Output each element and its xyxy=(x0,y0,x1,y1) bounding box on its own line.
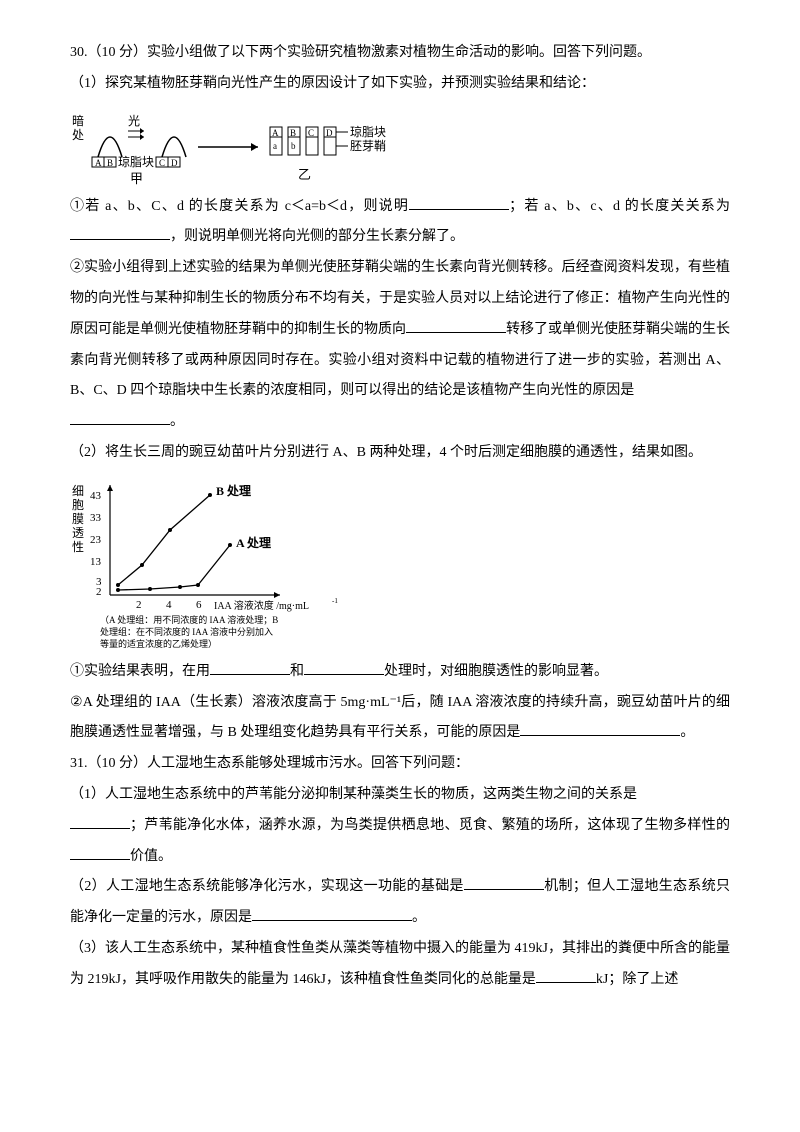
text: 。 xyxy=(680,725,694,740)
fig2-note2: 处理组：在不同浓度的 IAA 溶液中分别加入 xyxy=(100,626,273,637)
svg-text:13: 13 xyxy=(90,556,102,568)
q31-p3: （3）该人工生态系统中，某种植食性鱼类从藻类等植物中摄入的能量为 419kJ，其… xyxy=(70,934,730,996)
q30-stem: 30.（10 分）实验小组做了以下两个实验研究植物激素对植物生命活动的影响。回答… xyxy=(70,38,730,69)
svg-text:33: 33 xyxy=(90,512,102,524)
svg-text:IAA 溶液浓度 /mg·mL: IAA 溶液浓度 /mg·mL xyxy=(214,599,309,612)
blank[interactable] xyxy=(520,722,680,736)
q31-stem: 31.（10 分）人工湿地生态系能够处理城市污水。回答下列问题： xyxy=(70,749,730,780)
fig1-left-top: 暗 xyxy=(72,113,84,128)
q31-p2: （2）人工湿地生态系统能够净化污水，实现这一功能的基础是机制；但人工湿地生态系统… xyxy=(70,872,730,934)
svg-text:D: D xyxy=(171,158,178,168)
text: 和 xyxy=(290,664,304,679)
text: ①实验结果表明，在用 xyxy=(70,664,210,679)
svg-text:b: b xyxy=(291,141,296,151)
q31-p1: （1）人工湿地生态系统中的芦苇能分泌抑制某种藻类生长的物质，这两类生物之间的关系… xyxy=(70,780,730,872)
svg-text:-1: -1 xyxy=(332,597,338,605)
text: ；若 a、b、c、d 的长度关关系为 xyxy=(509,199,730,214)
q30-p1-1: ①若 a、b、C、d 的长度关系为 c＜a=b＜d，则说明 ；若 a、b、c、d … xyxy=(70,192,730,254)
blank[interactable] xyxy=(210,661,290,675)
svg-text:胞: 胞 xyxy=(72,498,84,512)
svg-text:2: 2 xyxy=(136,599,142,611)
svg-text:4: 4 xyxy=(166,599,172,611)
blank[interactable] xyxy=(252,907,412,921)
text: （2）人工湿地生态系统能够净化污水，实现这一功能的基础是 xyxy=(70,879,464,894)
text: 。 xyxy=(412,910,426,925)
svg-text:乙: 乙 xyxy=(298,167,311,182)
q30-p2-1: ①实验结果表明，在用 和 处理时，对细胞膜透性的影响显著。 xyxy=(70,657,730,688)
q30-p1-2: ②实验小组得到上述实验的结果为单侧光使胚芽鞘尖端的生长素向背光侧转移。后经查阅资… xyxy=(70,253,730,438)
svg-text:2: 2 xyxy=(96,586,102,598)
q30-part2-intro: （2）将生长三周的豌豆幼苗叶片分别进行 A、B 两种处理，4 个时后测定细胞膜的… xyxy=(70,438,730,469)
blank[interactable] xyxy=(70,815,130,829)
q30-p2-2: ②A 处理组的 IAA（生长素）溶液浓度高于 5mg·mL⁻¹后，随 IAA 溶… xyxy=(70,688,730,750)
text: 。 xyxy=(170,414,184,429)
blank[interactable] xyxy=(70,411,170,425)
svg-text:B: B xyxy=(107,158,113,168)
text: （1）人工湿地生态系统中的芦苇能分泌抑制某种藻类生长的物质，这两类生物之间的关系… xyxy=(70,787,637,802)
svg-text:C: C xyxy=(159,158,165,168)
text: 价值。 xyxy=(130,849,172,864)
blank[interactable] xyxy=(70,846,130,860)
svg-text:性: 性 xyxy=(72,540,84,554)
svg-text:光: 光 xyxy=(128,114,140,128)
svg-text:23: 23 xyxy=(90,534,102,546)
fig1-left-top2: 处 xyxy=(72,128,84,142)
svg-text:43: 43 xyxy=(90,490,102,502)
svg-text:琼脂块: 琼脂块 xyxy=(118,154,154,169)
text: ，则说明单侧光将向光侧的部分生长素分解了。 xyxy=(170,229,464,244)
svg-text:a: a xyxy=(273,141,277,151)
blank[interactable] xyxy=(464,876,544,890)
svg-text:细: 细 xyxy=(72,484,84,498)
blank[interactable] xyxy=(409,196,509,210)
svg-text:A: A xyxy=(95,158,102,168)
blank[interactable] xyxy=(536,969,596,983)
svg-text:琼脂块: 琼脂块 xyxy=(350,124,386,139)
text: kJ；除了上述 xyxy=(596,972,678,987)
text: ；芦苇能净化水体，涵养水源，为鸟类提供栖息地、觅食、繁殖的场所，这体现了生物多样… xyxy=(130,818,730,833)
text: ①若 a、b、C、d 的长度关系为 c＜a=b＜d，则说明 xyxy=(70,199,409,214)
blank[interactable] xyxy=(304,661,384,675)
svg-text:甲: 甲 xyxy=(130,171,143,186)
fig2-note1: （A 处理组：用不同浓度的 IAA 溶液处理；B xyxy=(100,614,278,625)
blank[interactable] xyxy=(70,226,170,240)
svg-text:B 处理: B 处理 xyxy=(216,483,251,498)
svg-text:膜: 膜 xyxy=(72,512,84,526)
fig2-note3: 等量的适宜浓度的乙烯处理） xyxy=(100,638,217,649)
svg-text:透: 透 xyxy=(72,526,84,540)
svg-text:胚芽鞘: 胚芽鞘 xyxy=(350,139,386,153)
svg-text:6: 6 xyxy=(196,599,202,611)
figure-1: 暗 处 A B 琼脂块 光 C D 甲 A a B b C D 琼脂块 xyxy=(70,108,730,188)
figure-2: 细 胞 膜 透 性 43 33 23 13 3 2 2 4 6 IAA 溶液浓度… xyxy=(70,475,730,655)
svg-text:A 处理: A 处理 xyxy=(236,535,271,550)
text: 处理时，对细胞膜透性的影响显著。 xyxy=(384,664,608,679)
q30-part1-intro: （1）探究某植物胚芽鞘向光性产生的原因设计了如下实验，并预测实验结果和结论： xyxy=(70,69,730,100)
blank[interactable] xyxy=(406,319,506,333)
